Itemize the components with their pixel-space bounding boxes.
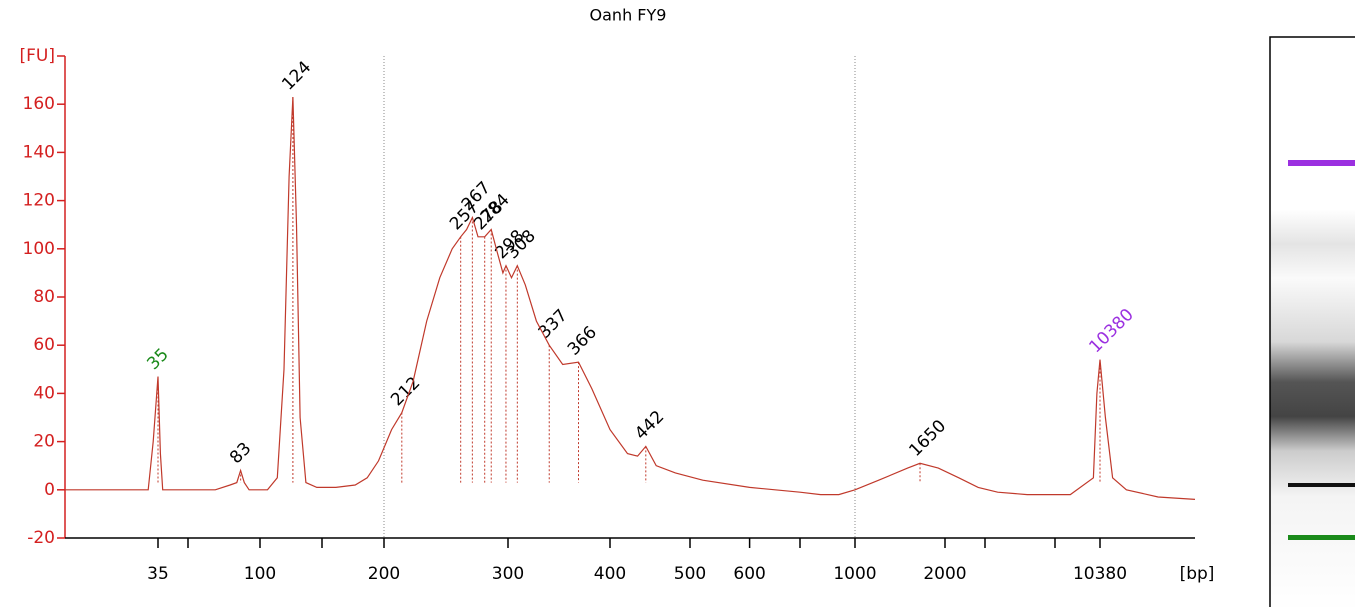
y-tick-label: 160 — [23, 94, 55, 114]
y-tick-label: -20 — [27, 528, 55, 548]
x-tick-label: 600 — [733, 564, 765, 584]
x-tick-label: 100 — [244, 564, 276, 584]
x-tick-label: 500 — [674, 564, 706, 584]
peak-label: 442 — [631, 407, 668, 444]
y-tick-label: 0 — [44, 480, 55, 500]
trace — [65, 96, 1196, 500]
x-tick-label: 300 — [492, 564, 524, 584]
peak-label: 1650 — [905, 416, 950, 461]
y-tick-label: 60 — [33, 335, 55, 355]
y-tick-label: 120 — [23, 191, 55, 211]
peak-label: 10380 — [1085, 305, 1137, 357]
y-tick-label: 100 — [23, 239, 55, 259]
x-tick-label: 200 — [368, 564, 400, 584]
gel-lane — [1269, 36, 1355, 611]
y-tick-label: 40 — [33, 383, 55, 403]
peak-label: 212 — [387, 373, 424, 410]
x-tick-label: 400 — [594, 564, 626, 584]
peak-label: 83 — [226, 439, 255, 468]
x-tick-label: 1000 — [833, 564, 876, 584]
chart-title: Oanh FY9 — [590, 6, 667, 25]
y-tick-label: 20 — [33, 432, 55, 452]
peak-label: 337 — [535, 306, 572, 343]
x-tick-label: 10380 — [1073, 564, 1127, 584]
peak-label: 366 — [564, 323, 601, 360]
peak-label: 35 — [143, 345, 172, 374]
peak-label: 124 — [278, 57, 315, 94]
x-tick-label: 2000 — [923, 564, 966, 584]
x-tick-label: 35 — [147, 564, 169, 584]
y-tick-label: 140 — [23, 142, 55, 162]
x-axis-label: [bp] — [1180, 564, 1215, 584]
y-tick-label: [FU] — [20, 46, 56, 66]
y-tick-label: 80 — [33, 287, 55, 307]
